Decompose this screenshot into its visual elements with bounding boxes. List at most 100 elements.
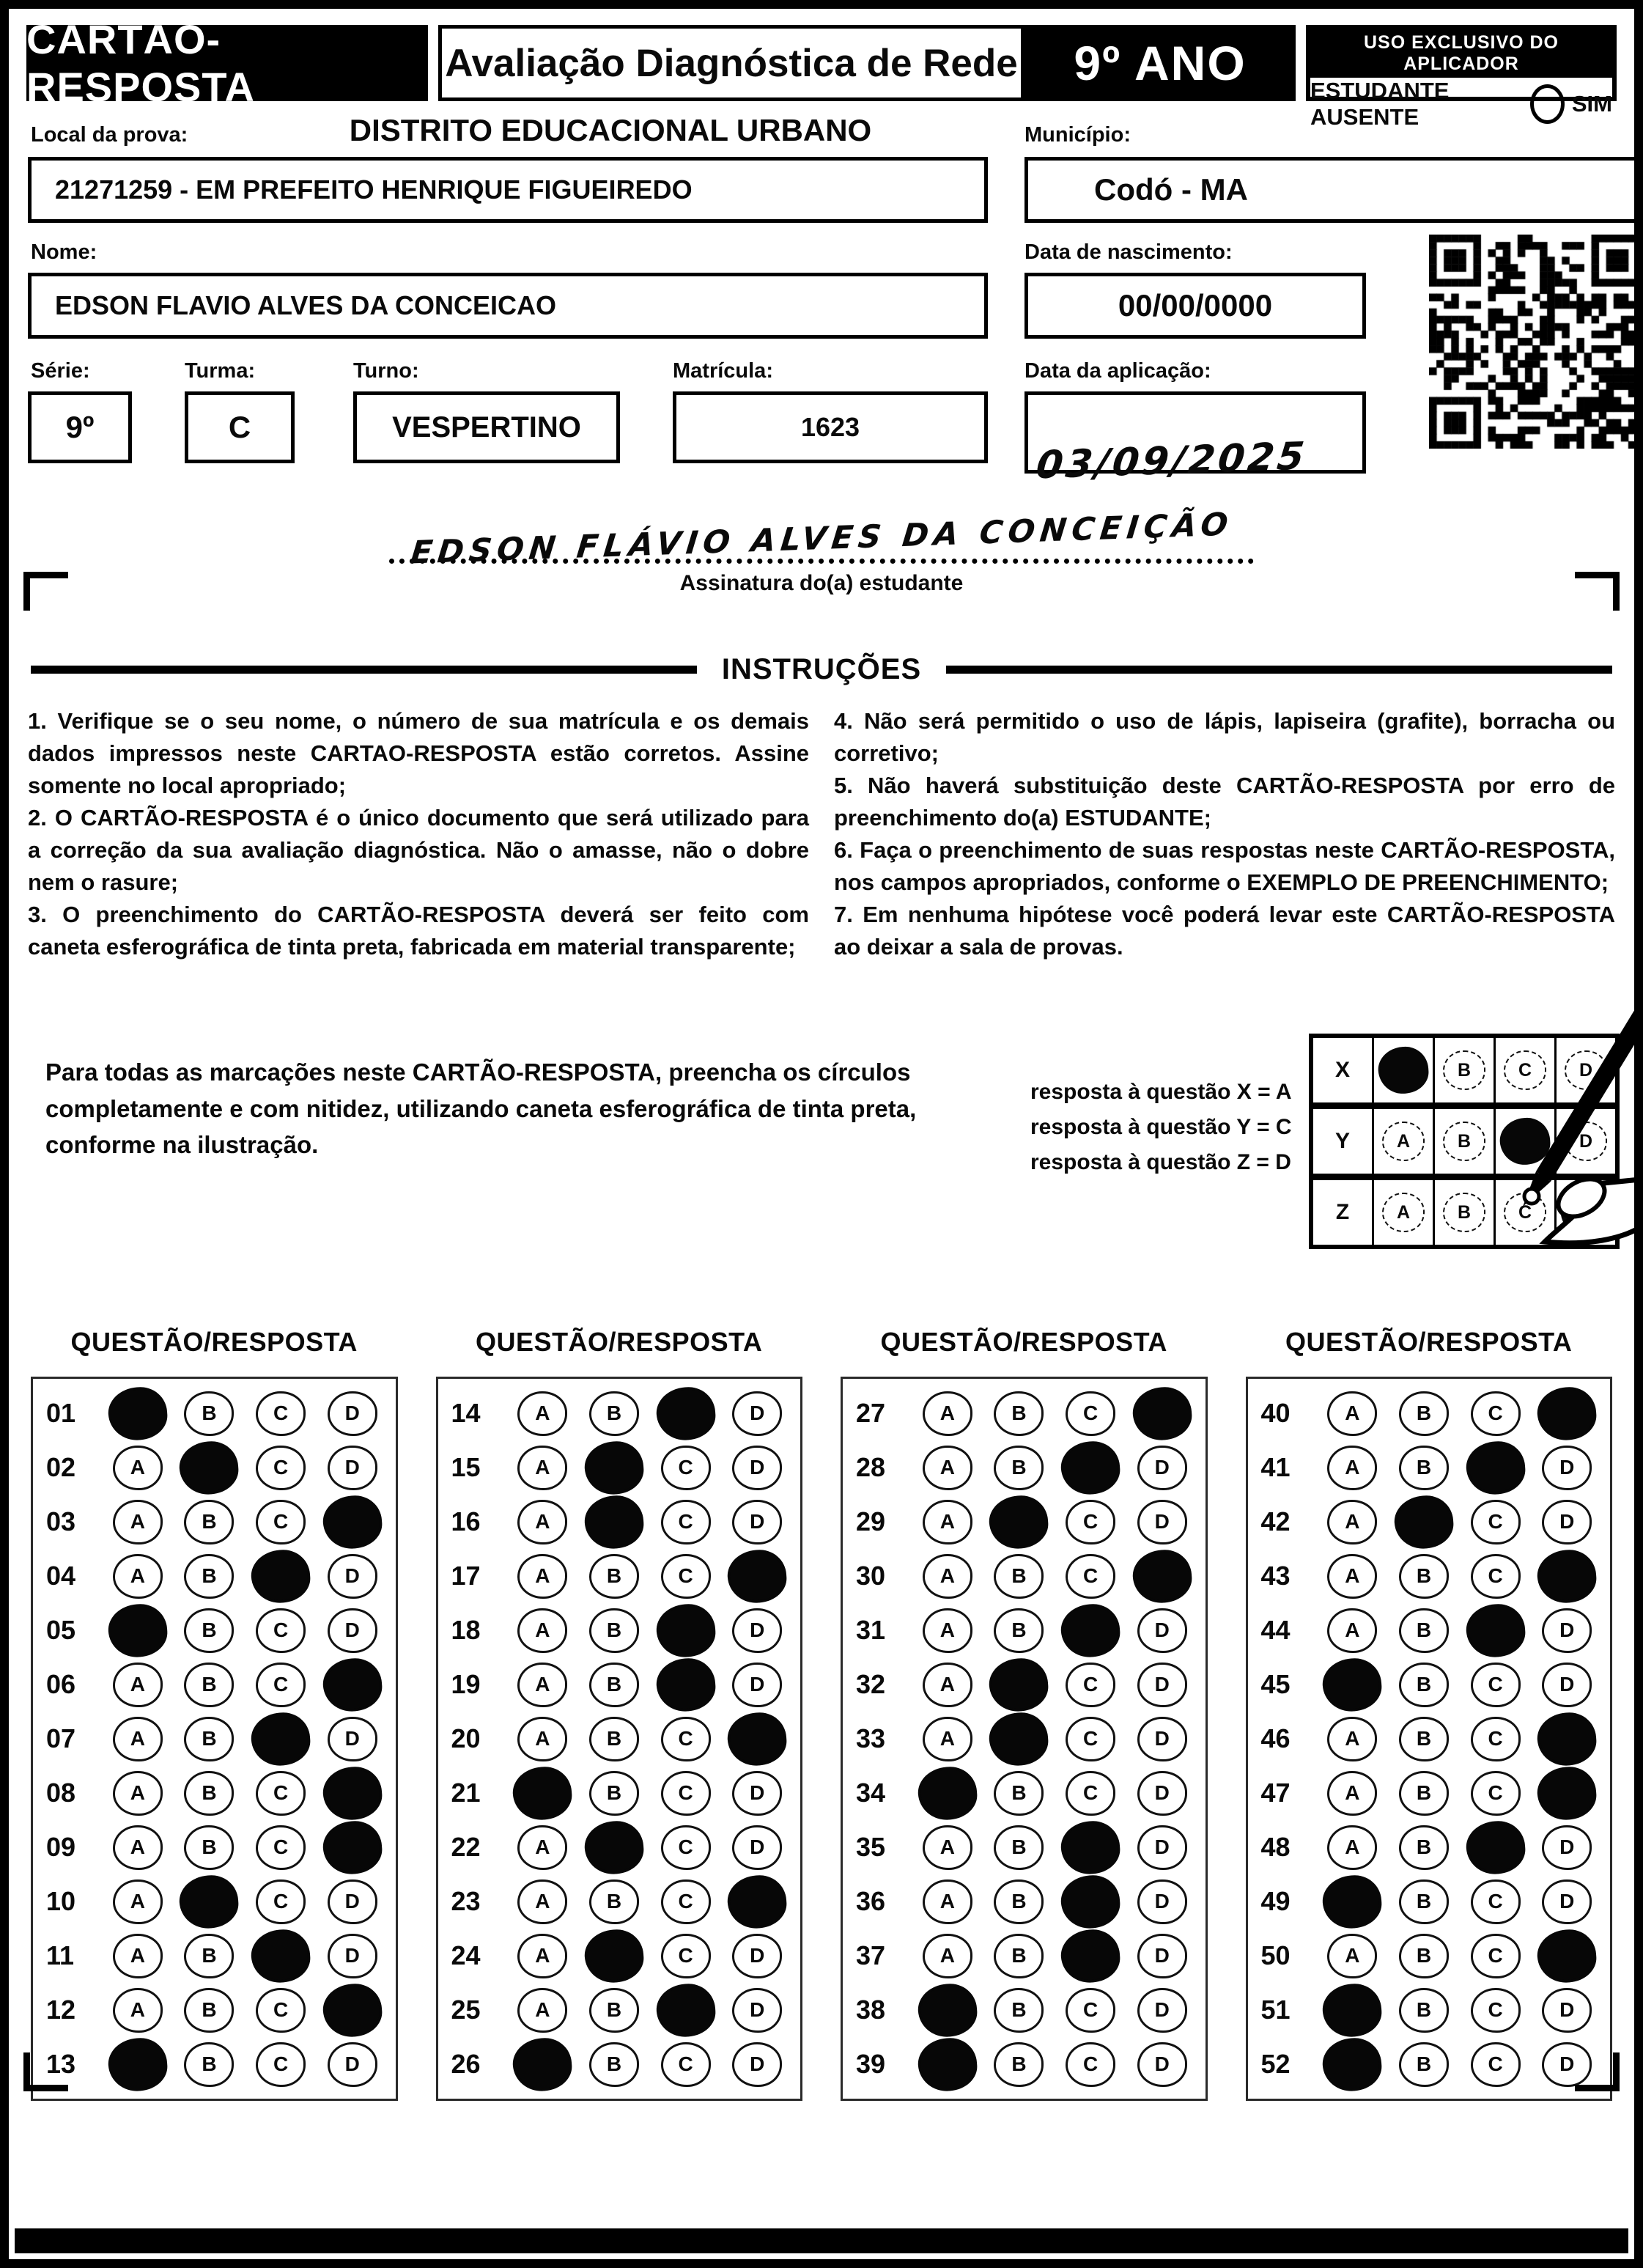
bubble-q48-A[interactable]: A xyxy=(1327,1825,1378,1870)
bubble-q36-C[interactable]: C xyxy=(1059,1873,1122,1930)
bubble-q01-D[interactable]: D xyxy=(327,1391,377,1436)
signature-line[interactable]: EDSON FLÁVIO ALVES DA CONCEIÇÃO xyxy=(389,507,1254,571)
bubble-q30-A[interactable]: A xyxy=(922,1553,972,1599)
bubble-q20-A[interactable]: A xyxy=(517,1716,568,1761)
bubble-q13-B[interactable]: B xyxy=(184,2041,235,2087)
bubble-q33-B[interactable]: B xyxy=(987,1710,1050,1767)
bubble-q03-D[interactable]: D xyxy=(321,1493,384,1550)
bubble-q06-B[interactable]: B xyxy=(184,1662,235,1707)
bubble-q50-D[interactable]: D xyxy=(1535,1927,1598,1984)
bubble-q45-B[interactable]: B xyxy=(1398,1662,1449,1707)
bubble-q29-A[interactable]: A xyxy=(922,1499,972,1544)
bubble-q08-A[interactable]: A xyxy=(112,1770,163,1816)
bubble-q36-A[interactable]: A xyxy=(922,1879,972,1924)
bubble-q05-B[interactable]: B xyxy=(184,1608,235,1653)
bubble-q44-A[interactable]: A xyxy=(1327,1608,1378,1653)
bubble-q23-A[interactable]: A xyxy=(517,1879,568,1924)
bubble-q24-A[interactable]: A xyxy=(517,1933,568,1978)
bubble-q31-B[interactable]: B xyxy=(994,1608,1044,1653)
bubble-q04-A[interactable]: A xyxy=(112,1553,163,1599)
bubble-q07-B[interactable]: B xyxy=(184,1716,235,1761)
bubble-q21-D[interactable]: D xyxy=(732,1770,783,1816)
bubble-q38-B[interactable]: B xyxy=(994,1987,1044,2033)
bubble-q05-A[interactable]: A xyxy=(106,1602,169,1659)
bubble-q43-C[interactable]: C xyxy=(1470,1553,1521,1599)
bubble-q05-D[interactable]: D xyxy=(327,1608,377,1653)
bubble-q34-B[interactable]: B xyxy=(994,1770,1044,1816)
bubble-q16-C[interactable]: C xyxy=(660,1499,711,1544)
bubble-q04-C[interactable]: C xyxy=(249,1547,312,1605)
bubble-q36-B[interactable]: B xyxy=(994,1879,1044,1924)
bubble-q08-D[interactable]: D xyxy=(321,1764,384,1822)
bubble-q15-D[interactable]: D xyxy=(732,1445,783,1490)
bubble-q17-D[interactable]: D xyxy=(725,1547,789,1605)
bubble-q47-D[interactable]: D xyxy=(1535,1764,1598,1822)
bubble-q37-B[interactable]: B xyxy=(994,1933,1044,1978)
bubble-q46-D[interactable]: D xyxy=(1535,1710,1598,1767)
bubble-q25-A[interactable]: A xyxy=(517,1987,568,2033)
bubble-q49-D[interactable]: D xyxy=(1542,1879,1592,1924)
bubble-q47-A[interactable]: A xyxy=(1327,1770,1378,1816)
bubble-q19-D[interactable]: D xyxy=(732,1662,783,1707)
bubble-q38-A[interactable]: A xyxy=(916,1981,979,2039)
bubble-q18-A[interactable]: A xyxy=(517,1608,568,1653)
bubble-q09-D[interactable]: D xyxy=(321,1819,384,1876)
bubble-q48-B[interactable]: B xyxy=(1398,1825,1449,1870)
bubble-q49-B[interactable]: B xyxy=(1398,1879,1449,1924)
bubble-q26-D[interactable]: D xyxy=(732,2041,783,2087)
bubble-q11-B[interactable]: B xyxy=(184,1933,235,1978)
bubble-q39-C[interactable]: C xyxy=(1066,2041,1116,2087)
bubble-q31-D[interactable]: D xyxy=(1137,1608,1187,1653)
bubble-q42-A[interactable]: A xyxy=(1327,1499,1378,1544)
bubble-q13-D[interactable]: D xyxy=(327,2041,377,2087)
bubble-q20-D[interactable]: D xyxy=(725,1710,789,1767)
bubble-q02-C[interactable]: C xyxy=(256,1445,306,1490)
bubble-q34-A[interactable]: A xyxy=(916,1764,979,1822)
bubble-q34-D[interactable]: D xyxy=(1137,1770,1187,1816)
bubble-q04-B[interactable]: B xyxy=(184,1553,235,1599)
bubble-q28-B[interactable]: B xyxy=(994,1445,1044,1490)
bubble-q24-C[interactable]: C xyxy=(660,1933,711,1978)
bubble-q46-C[interactable]: C xyxy=(1470,1716,1521,1761)
bubble-q07-A[interactable]: A xyxy=(112,1716,163,1761)
bubble-q29-C[interactable]: C xyxy=(1066,1499,1116,1544)
bubble-q27-A[interactable]: A xyxy=(922,1391,972,1436)
bubble-q41-D[interactable]: D xyxy=(1542,1445,1592,1490)
bubble-q44-B[interactable]: B xyxy=(1398,1608,1449,1653)
bubble-q01-B[interactable]: B xyxy=(184,1391,235,1436)
bubble-q32-C[interactable]: C xyxy=(1066,1662,1116,1707)
bubble-q16-B[interactable]: B xyxy=(583,1493,646,1550)
bubble-q27-D[interactable]: D xyxy=(1131,1385,1194,1442)
bubble-q51-C[interactable]: C xyxy=(1470,1987,1521,2033)
bubble-q32-B[interactable]: B xyxy=(987,1656,1050,1713)
bubble-q42-B[interactable]: B xyxy=(1392,1493,1455,1550)
bubble-q35-A[interactable]: A xyxy=(922,1825,972,1870)
bubble-q40-A[interactable]: A xyxy=(1327,1391,1378,1436)
bubble-q03-B[interactable]: B xyxy=(184,1499,235,1544)
bubble-q44-C[interactable]: C xyxy=(1464,1602,1527,1659)
bubble-q18-B[interactable]: B xyxy=(588,1608,639,1653)
bubble-q33-C[interactable]: C xyxy=(1066,1716,1116,1761)
bubble-q33-A[interactable]: A xyxy=(922,1716,972,1761)
bubble-q14-D[interactable]: D xyxy=(732,1391,783,1436)
bubble-q30-D[interactable]: D xyxy=(1131,1547,1194,1605)
bubble-q49-A[interactable]: A xyxy=(1321,1873,1384,1930)
bubble-q07-C[interactable]: C xyxy=(249,1710,312,1767)
bubble-q29-B[interactable]: B xyxy=(987,1493,1050,1550)
bubble-q38-C[interactable]: C xyxy=(1066,1987,1116,2033)
bubble-q22-A[interactable]: A xyxy=(517,1825,568,1870)
bubble-q06-A[interactable]: A xyxy=(112,1662,163,1707)
bubble-q03-A[interactable]: A xyxy=(112,1499,163,1544)
bubble-q21-A[interactable]: A xyxy=(511,1764,574,1822)
bubble-q29-D[interactable]: D xyxy=(1137,1499,1187,1544)
bubble-q08-C[interactable]: C xyxy=(256,1770,306,1816)
bubble-q10-C[interactable]: C xyxy=(256,1879,306,1924)
bubble-q30-B[interactable]: B xyxy=(994,1553,1044,1599)
bubble-q07-D[interactable]: D xyxy=(327,1716,377,1761)
bubble-q10-A[interactable]: A xyxy=(112,1879,163,1924)
bubble-q38-D[interactable]: D xyxy=(1137,1987,1187,2033)
bubble-q51-B[interactable]: B xyxy=(1398,1987,1449,2033)
bubble-q25-B[interactable]: B xyxy=(588,1987,639,2033)
bubble-q52-D[interactable]: D xyxy=(1542,2041,1592,2087)
bubble-q02-D[interactable]: D xyxy=(327,1445,377,1490)
